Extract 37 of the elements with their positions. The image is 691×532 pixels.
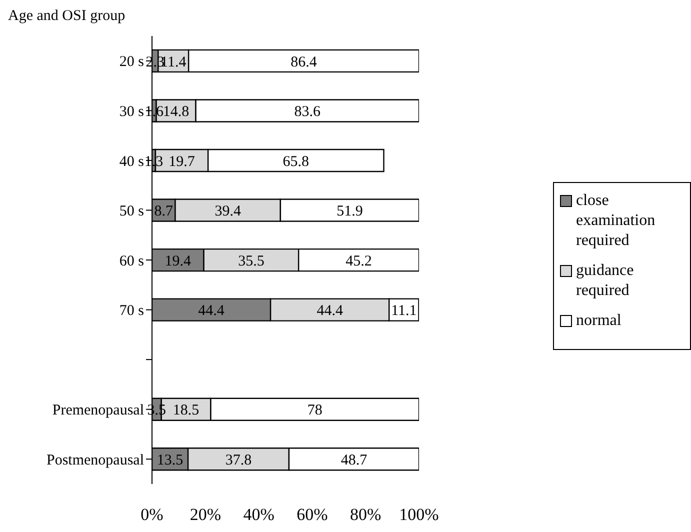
data-label: 18.5 [172,402,200,419]
data-label: 13.5 [156,452,184,468]
data-label: 14.8 [162,104,190,120]
y-tick-label: 50 s [119,204,144,220]
data-label: 35.5 [238,253,264,270]
legend-label: normal [576,311,622,331]
data-label: 83.6 [294,104,322,120]
data-label: 86.4 [290,54,318,70]
legend-label: guidance required [576,261,635,301]
x-tick-label: 80% [350,505,382,524]
data-label: 11.1 [391,303,417,320]
data-label: 39.4 [214,204,242,220]
x-tick-label: 0% [140,505,164,524]
data-label: 8.7 [154,204,174,220]
x-tick-label: 100% [399,505,439,524]
y-axis-title: Age and OSI group [8,8,126,25]
y-tick-label: Premenopausal [52,402,144,419]
data-label: 45.2 [346,253,372,270]
x-tick-label: 60% [296,505,328,524]
data-label: 65.8 [282,154,310,170]
data-label: 78 [307,402,322,419]
y-tick-label: 30 s [119,104,144,120]
legend-label: close examination required [576,191,656,251]
data-label: 51.9 [336,204,363,220]
y-tick-label: 70 s [119,303,144,320]
data-label: 19.4 [164,253,192,270]
data-label: 44.4 [316,303,344,320]
y-tick-label: 60 s [119,253,144,270]
y-tick-label: 20 s [119,54,144,70]
y-tick-label: Postmenopausal [46,452,144,468]
y-tick-label: 40 s [119,154,144,170]
data-label: 48.7 [340,452,368,468]
data-label: 44.4 [198,303,225,320]
x-tick-label: 20% [190,505,221,524]
x-tick-label: 40% [243,505,274,524]
data-label: 19.7 [168,154,196,170]
data-label: 37.8 [225,452,252,468]
